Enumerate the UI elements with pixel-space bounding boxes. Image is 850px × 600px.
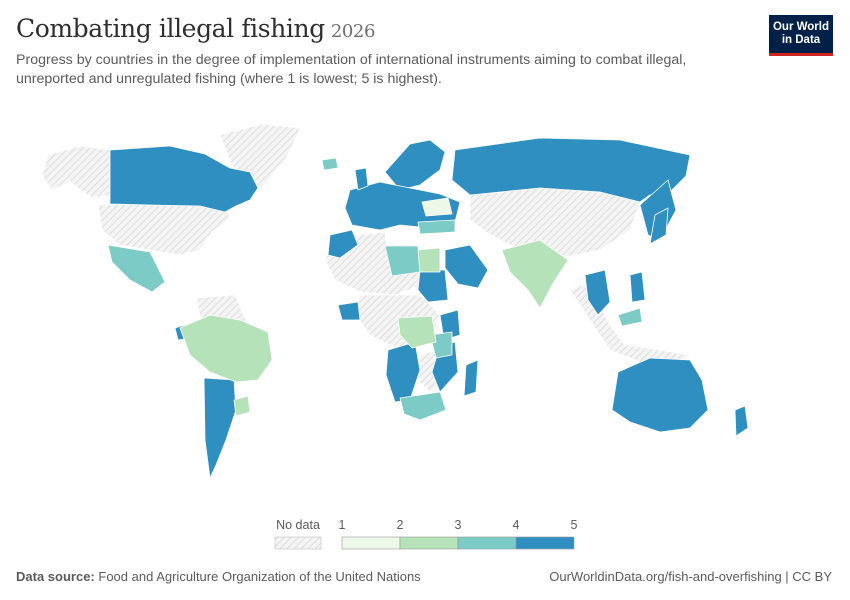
region-sudan[interactable] bbox=[417, 269, 449, 303]
region-uruguay[interactable] bbox=[233, 395, 251, 417]
region-india[interactable] bbox=[501, 239, 569, 309]
legend-tick-1: 1 bbox=[339, 518, 346, 532]
legend-bin-1[interactable] bbox=[341, 536, 401, 550]
source-label: Data source: bbox=[16, 569, 95, 584]
region-argentina-chile[interactable] bbox=[203, 377, 237, 479]
footer-source: Data source: Food and Agriculture Organi… bbox=[16, 569, 421, 584]
legend-tick-3: 3 bbox=[455, 518, 462, 532]
footer-url[interactable]: OurWorldinData.org/fish-and-overfishing … bbox=[549, 569, 832, 584]
chart-title: Combating illegal fishing 2026 bbox=[16, 14, 375, 43]
chart-subtitle: Progress by countries in the degree of i… bbox=[16, 52, 687, 87]
legend-tick-4: 4 bbox=[513, 518, 520, 532]
region-indochina[interactable] bbox=[584, 269, 611, 316]
chart-title-text: Combating illegal fishing bbox=[16, 14, 325, 43]
region-australia[interactable] bbox=[611, 357, 709, 433]
world-map[interactable] bbox=[0, 110, 850, 510]
legend-bin-2[interactable] bbox=[399, 536, 459, 550]
region-angola-namibia[interactable] bbox=[385, 341, 421, 403]
region-south-africa[interactable] bbox=[399, 391, 447, 421]
legend-no-data-label: No data bbox=[276, 518, 320, 532]
legend-tick-5: 5 bbox=[571, 518, 578, 532]
region-philippines[interactable] bbox=[629, 271, 646, 303]
region-central-asia[interactable] bbox=[469, 187, 641, 259]
region-kenya-tanzania[interactable] bbox=[439, 309, 461, 341]
region-scandinavia[interactable] bbox=[384, 139, 446, 191]
legend-no-data-swatch bbox=[274, 536, 322, 550]
region-brazil-peru[interactable] bbox=[179, 314, 273, 383]
logo-line-1: Our World bbox=[772, 21, 829, 33]
region-japan[interactable] bbox=[649, 207, 669, 245]
source-text[interactable]: Food and Agriculture Organization of the… bbox=[98, 569, 421, 584]
region-russia[interactable] bbox=[451, 137, 691, 203]
region-indonesia-part[interactable] bbox=[617, 307, 643, 327]
region-turkey[interactable] bbox=[417, 219, 456, 235]
region-egypt-horn[interactable] bbox=[417, 247, 441, 273]
region-drc[interactable] bbox=[397, 315, 437, 349]
region-saudi-arabia[interactable] bbox=[444, 244, 489, 289]
logo-line-2: in Data bbox=[781, 34, 821, 46]
region-morocco[interactable] bbox=[327, 229, 359, 259]
legend-bin-4[interactable] bbox=[515, 536, 575, 550]
region-iceland[interactable] bbox=[321, 157, 339, 171]
chart-year: 2026 bbox=[330, 21, 376, 42]
legend-tick-2: 2 bbox=[397, 518, 404, 532]
owid-logo[interactable]: Our World in Data bbox=[769, 15, 833, 56]
region-new-zealand[interactable] bbox=[734, 405, 749, 437]
region-canada[interactable] bbox=[109, 145, 259, 213]
region-madagascar[interactable] bbox=[463, 359, 479, 397]
legend-bin-3[interactable] bbox=[457, 536, 517, 550]
region-mexico[interactable] bbox=[107, 244, 166, 293]
map-legend: No data 1 2 3 4 5 bbox=[274, 518, 578, 550]
region-uk[interactable] bbox=[354, 167, 369, 191]
region-ukraine[interactable] bbox=[421, 197, 453, 217]
region-west-africa-coast[interactable] bbox=[337, 301, 361, 321]
region-alaska[interactable] bbox=[41, 145, 111, 199]
